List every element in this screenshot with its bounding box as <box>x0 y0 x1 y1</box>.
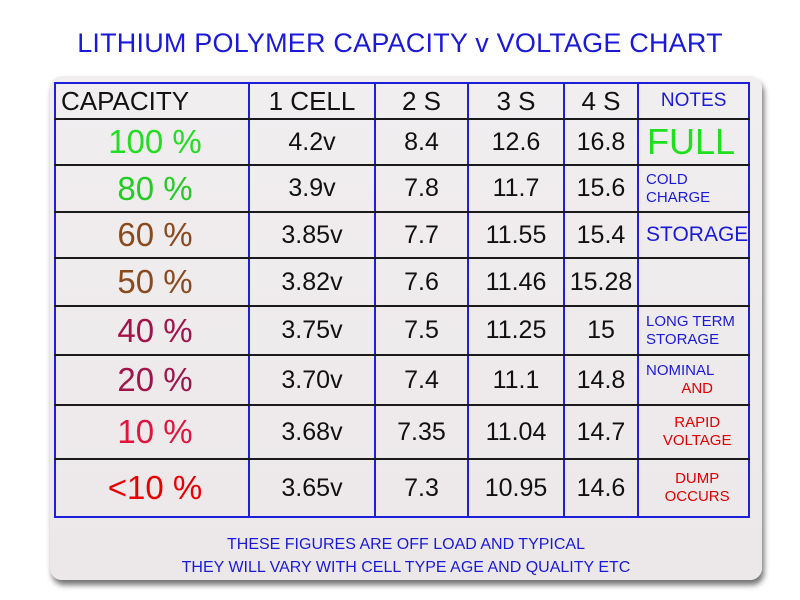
note-line: NOMINAL <box>646 362 715 379</box>
voltage-cell-s4: 14.6 <box>563 459 639 518</box>
table-row: 40 % 3.75v 7.5 11.25 15 LONG TERM STORAGE <box>54 306 751 356</box>
voltage-cell-s2: 8.4 <box>374 119 469 166</box>
note-line: CHARGE <box>646 188 711 206</box>
capacity-cell: 60 % <box>54 212 250 259</box>
voltage-cell-cell1: 4.2v <box>248 119 376 166</box>
note-line: FULL <box>647 121 736 163</box>
note-cell: RAPID VOLTAGE <box>636 405 751 460</box>
voltage-cell-s4: 16.8 <box>563 119 639 166</box>
footer-line-1: THESE FIGURES ARE OFF LOAD AND TYPICAL <box>226 536 585 553</box>
capacity-cell: 10 % <box>54 405 250 460</box>
note-line: RAPID <box>674 414 721 431</box>
voltage-cell-s2: 7.3 <box>374 459 469 518</box>
voltage-cell-s3: 11.25 <box>467 306 565 356</box>
capacity-cell: 50 % <box>54 258 250 307</box>
voltage-cell-cell1: 3.70v <box>248 355 376 406</box>
note-cell: COLD CHARGE <box>636 165 751 213</box>
voltage-cell-s3: 11.7 <box>467 165 565 213</box>
table-row: 20 % 3.70v 7.4 11.1 14.8 NOMINAL AND <box>54 355 751 406</box>
note-line: VOLTAGE <box>662 432 732 449</box>
voltage-cell-s4: 15.6 <box>563 165 639 213</box>
voltage-cell-s2: 7.6 <box>374 258 469 307</box>
footer-line-2: THEY WILL VARY WITH CELL TYPE AGE AND QU… <box>181 559 631 576</box>
note-line: OCCURS <box>664 488 730 505</box>
capacity-cell: 20 % <box>54 355 250 406</box>
note-cell: STORAGE <box>636 212 751 259</box>
capacity-cell: <10 % <box>54 459 250 518</box>
voltage-cell-s2: 7.7 <box>374 212 469 259</box>
header-3s: 3 S <box>467 82 565 120</box>
voltage-cell-s4: 14.8 <box>563 355 639 406</box>
voltage-cell-cell1: 3.75v <box>248 306 376 356</box>
note-line: DUMP <box>675 470 720 487</box>
voltage-cell-cell1: 3.9v <box>248 165 376 213</box>
voltage-cell-s3: 12.6 <box>467 119 565 166</box>
note-line: STORAGE <box>646 223 749 247</box>
voltage-cell-s4: 15 <box>563 306 639 356</box>
voltage-cell-s3: 11.46 <box>467 258 565 307</box>
capacity-cell: 40 % <box>54 306 250 356</box>
table-row: 60 % 3.85v 7.7 11.55 15.4 STORAGE <box>54 212 751 259</box>
table-row: <10 % 3.65v 7.3 10.95 14.6 DUMP OCCURS <box>54 459 751 518</box>
voltage-cell-cell1: 3.82v <box>248 258 376 307</box>
voltage-cell-cell1: 3.65v <box>248 459 376 518</box>
voltage-cell-s4: 15.4 <box>563 212 639 259</box>
capacity-cell: 100 % <box>54 119 250 166</box>
note-cell: NOMINAL AND <box>636 355 751 406</box>
table-row: 80 % 3.9v 7.8 11.7 15.6 COLD CHARGE <box>54 165 751 213</box>
capacity-voltage-table: CAPACITY 1 CELL 2 S 3 S 4 S NOTES 100 % 4… <box>54 82 751 518</box>
header-2s: 2 S <box>374 82 469 120</box>
header-notes: NOTES <box>636 82 751 120</box>
voltage-cell-s2: 7.35 <box>374 405 469 460</box>
note-line: AND <box>681 380 713 397</box>
voltage-cell-s4: 14.7 <box>563 405 639 460</box>
voltage-cell-s3: 11.1 <box>467 355 565 406</box>
voltage-cell-s2: 7.4 <box>374 355 469 406</box>
note-cell: LONG TERM STORAGE <box>636 306 751 356</box>
note-line: LONG TERM <box>646 312 735 330</box>
note-cell: FULL <box>636 119 751 166</box>
voltage-cell-s3: 11.55 <box>467 212 565 259</box>
header-row: CAPACITY 1 CELL 2 S 3 S 4 S NOTES <box>54 82 751 120</box>
voltage-cell-s3: 10.95 <box>467 459 565 518</box>
chart-title: LITHIUM POLYMER CAPACITY v VOLTAGE CHART <box>77 28 723 58</box>
voltage-cell-s3: 11.04 <box>467 405 565 460</box>
header-capacity: CAPACITY <box>54 82 250 120</box>
voltage-cell-s4: 15.28 <box>563 258 639 307</box>
voltage-cell-cell1: 3.68v <box>248 405 376 460</box>
note-cell <box>636 258 751 307</box>
note-line: STORAGE <box>646 330 720 348</box>
table-row: 50 % 3.82v 7.6 11.46 15.28 <box>54 258 751 307</box>
voltage-cell-s2: 7.8 <box>374 165 469 213</box>
table-row: 10 % 3.68v 7.35 11.04 14.7 RAPID VOLTAGE <box>54 405 751 460</box>
voltage-cell-s2: 7.5 <box>374 306 469 356</box>
capacity-cell: 80 % <box>54 165 250 213</box>
voltage-cell-cell1: 3.85v <box>248 212 376 259</box>
table-row: 100 % 4.2v 8.4 12.6 16.8 FULL <box>54 119 751 166</box>
header-1-cell: 1 CELL <box>248 82 376 120</box>
note-line: COLD <box>646 170 688 188</box>
note-cell: DUMP OCCURS <box>636 459 751 518</box>
header-4s: 4 S <box>563 82 639 120</box>
